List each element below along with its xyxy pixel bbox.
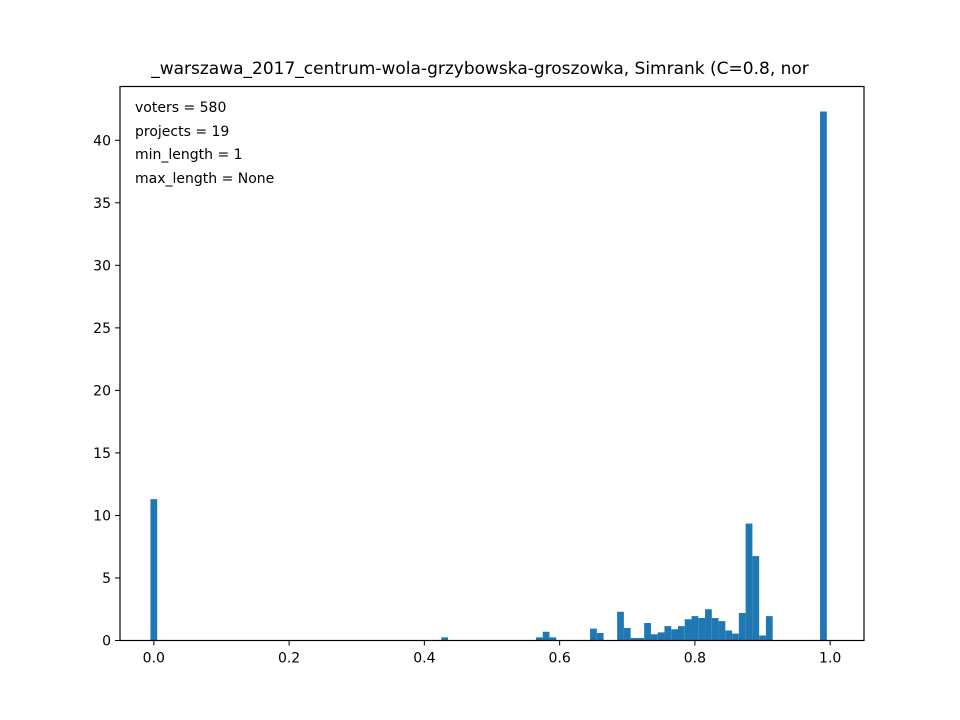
y-tick-label: 20: [93, 383, 111, 399]
x-tick-label: 0.4: [413, 651, 435, 667]
histogram-bar-0: [150, 499, 158, 641]
bars-group: [150, 111, 827, 641]
histogram-bar-27: [752, 556, 760, 641]
y-tick-label: 15: [93, 446, 111, 462]
y-tick-label: 10: [93, 508, 111, 524]
histogram-bar-2: [535, 637, 543, 641]
x-tick-label: 1.0: [819, 651, 841, 667]
histogram-bar-21: [711, 617, 719, 641]
y-tick-label: 25: [93, 321, 111, 337]
histogram-bar-29: [765, 616, 773, 641]
y-tick-label: 35: [93, 196, 111, 212]
chart-title: _warszawa_2017_centrum-wola-grzybowska-g…: [150, 59, 809, 79]
x-tick-label: 0.2: [278, 651, 300, 667]
histogram-bar-22: [718, 621, 726, 641]
histogram-bar-23: [725, 630, 733, 641]
histogram-bar-26: [745, 523, 753, 641]
histogram-bar-16: [678, 626, 685, 641]
annotation-max-length: max_length = None: [135, 171, 274, 187]
histogram-bar-24: [732, 633, 739, 641]
histogram-bar-13: [657, 632, 665, 641]
x-axis: 0.0 0.2 0.4 0.6 0.8 1.0: [143, 640, 841, 667]
histogram-bar-17: [684, 619, 692, 641]
histogram-bar-8: [623, 627, 631, 641]
histogram-bar-11: [644, 622, 651, 641]
histogram-bar-20: [705, 609, 712, 641]
histogram-bar-30: [820, 111, 827, 641]
histogram-bar-28: [759, 635, 766, 641]
annotation-voters: voters = 580: [135, 100, 226, 116]
histogram-bar-4: [549, 637, 557, 641]
plot-frame: [119, 85, 865, 642]
annotation-box: voters = 580 projects = 19 min_length = …: [135, 100, 274, 187]
histogram-bar-9: [630, 638, 638, 641]
histogram-bar-15: [671, 629, 678, 641]
histogram-bar-19: [698, 617, 706, 641]
x-tick-label: 0.6: [549, 651, 571, 667]
y-axis: 0 5 10 15 20 25 30 35 40: [93, 133, 120, 650]
histogram-bar-14: [664, 626, 672, 641]
histogram-bar-5: [590, 628, 597, 641]
x-tick-label: 0.8: [684, 651, 706, 667]
histogram-bar-18: [691, 616, 699, 641]
y-tick-label: 0: [102, 634, 111, 650]
annotation-min-length: min_length = 1: [135, 147, 243, 163]
y-tick-label: 5: [102, 571, 111, 587]
y-tick-label: 30: [93, 258, 111, 274]
x-tick-label: 0.0: [143, 651, 165, 667]
y-tick-label: 40: [93, 133, 111, 149]
histogram-bar-6: [596, 633, 604, 641]
histogram-bar-1: [441, 637, 449, 641]
histogram-bar-3: [542, 631, 550, 641]
histogram-bar-7: [617, 611, 624, 641]
histogram-bar-12: [650, 634, 658, 641]
histogram-bar-25: [738, 612, 746, 641]
annotation-projects: projects = 19: [135, 124, 229, 140]
histogram-bar-10: [637, 638, 645, 641]
